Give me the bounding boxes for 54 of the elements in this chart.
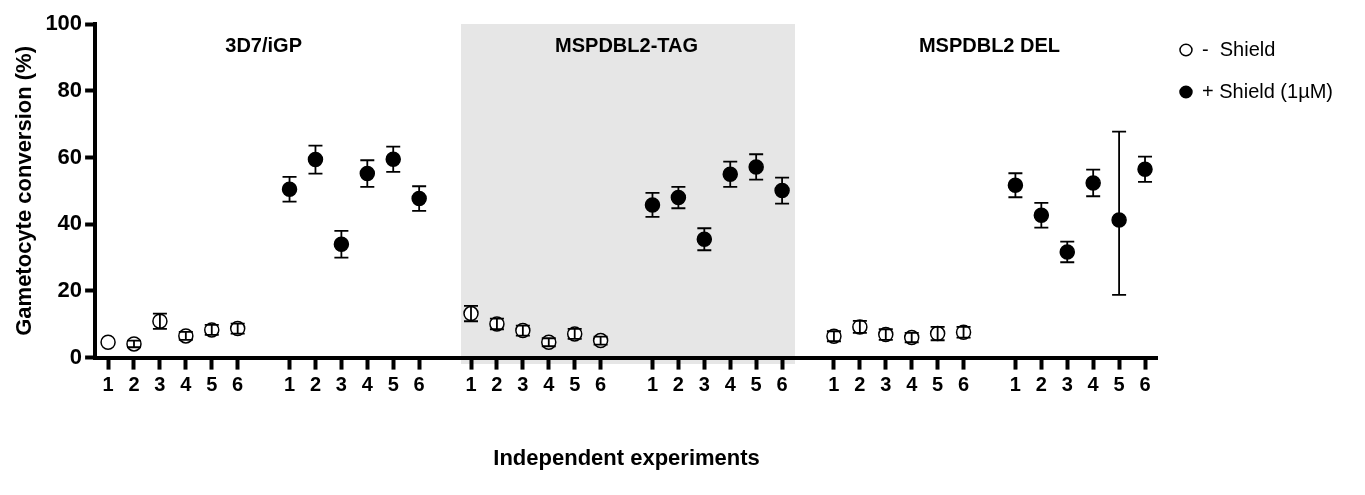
annotation: 3D7/iGP [225,33,302,56]
point [281,181,298,197]
x-tick-label: 6 [776,373,788,396]
x-tick-label: 5 [206,373,218,396]
x-tick-label: 3 [698,373,710,396]
x-tick-label: 3 [335,373,347,396]
annotation: MSPDBL2 DEL [918,33,1061,56]
x-tick-label: 2 [128,373,140,396]
x-tick-label: 5 [932,373,944,396]
x-tick-label: 1 [828,373,840,396]
x-tick-label: 4 [724,373,737,396]
point [307,151,324,168]
x-tick-label: 1 [646,373,659,396]
x-tick-label: 5 [750,373,762,396]
point [100,334,116,351]
x-tick-label: 3 [517,373,529,396]
x-tick-label: 6 [595,373,607,396]
x-tick-label: 2 [309,373,322,396]
x-tick-label: 3 [1061,373,1073,396]
x-tick-label: 4 [361,373,374,396]
x-tick-label: 5 [387,373,399,396]
y-tick-label: 100 [45,10,83,36]
x-tick-label: 2 [672,373,684,396]
legend-label: + Shield (1µM) [1201,79,1333,102]
x-tick-label: 2 [854,373,866,396]
point [1007,177,1024,193]
y-axis-title: Gametocyte conversion (%) [11,46,37,336]
y-tick-label: 60 [57,143,83,169]
legend-label: - Shield [1201,37,1276,60]
x-tick-label: 6 [413,373,425,396]
y-tick-label: 40 [57,210,83,236]
x-tick-label: 3 [880,373,892,396]
x-tick-label: 6 [1139,373,1151,396]
x-axis-title: Independent experiments [493,444,760,470]
x-tick-label: 1 [465,373,477,396]
x-tick-label: 2 [491,373,503,396]
point [644,197,661,213]
x-tick-label: 1 [102,373,114,396]
x-tick-label: 1 [283,373,296,396]
x-tick-label: 2 [1035,373,1047,396]
x-tick-label: 5 [569,373,581,396]
x-tick-label: 4 [906,373,919,396]
x-tick-label: 6 [957,373,970,396]
x-tick-label: 4 [1087,373,1100,396]
annotation: MSPDBL2-TAG [555,33,699,56]
y-tick-label: 80 [57,76,83,102]
y-tick-label: 20 [57,276,83,302]
x-tick-label: 4 [180,373,193,396]
x-tick-label: 6 [232,373,244,396]
y-tick-label: 0 [69,343,83,369]
x-tick-label: 4 [543,373,556,396]
x-tick-label: 1 [1009,373,1021,396]
x-tick-label: 5 [1113,373,1125,396]
x-tick-label: 3 [154,373,166,396]
